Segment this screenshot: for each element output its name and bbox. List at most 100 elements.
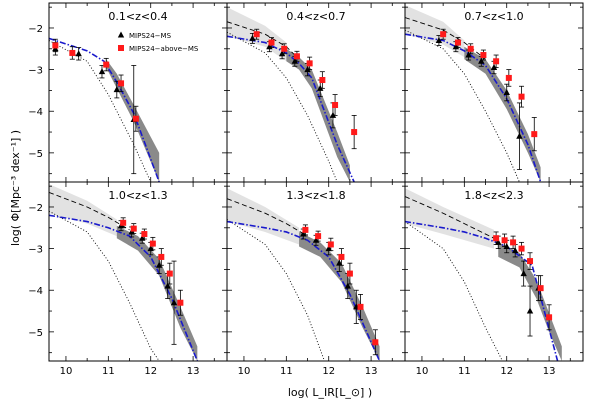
x-tick-label: 12 (322, 366, 335, 377)
x-tick-label: 13 (365, 366, 378, 377)
y-tick-label: −3 (28, 245, 43, 256)
ms-point (249, 34, 256, 41)
above-ms-point (357, 303, 364, 310)
above-ms-point (132, 115, 139, 122)
y-axis-title: log( Φ[Mpc⁻³ dex⁻¹] ) (9, 130, 22, 246)
ms-point (520, 270, 527, 277)
panel-5: 10 11 12 13 1.3<z<1.8 (226, 181, 406, 377)
total-fit-line (227, 35, 355, 182)
legend-above-ms-label: MIPS24−above−MS (129, 45, 199, 53)
above-ms-point (302, 226, 309, 233)
plot-area (49, 184, 199, 361)
ms-point (490, 64, 498, 71)
above-ms-point (158, 253, 165, 260)
above-ms-point (372, 339, 379, 346)
above-ms-point (327, 241, 334, 248)
above-ms-point (510, 239, 517, 246)
confidence-band-light (49, 184, 117, 237)
ms-point (155, 261, 163, 268)
above-ms-point (531, 131, 538, 138)
x-tick-label: 11 (280, 366, 293, 377)
dotted-fit-line (227, 31, 338, 182)
above-ms-point (69, 49, 76, 56)
ms-point (503, 89, 510, 95)
x-tick-label: 12 (500, 366, 513, 377)
x-tick-label: 11 (102, 366, 115, 377)
plot-area (227, 188, 381, 361)
confidence-band-dark (299, 231, 380, 361)
panel-6: 10 11 12 13 1.8<z<2.3 (404, 181, 584, 377)
ms-point (465, 51, 472, 58)
above-ms-point (505, 74, 512, 81)
legend: MIPS24−MS MIPS24−above−MS (117, 31, 199, 53)
ms-point (75, 50, 82, 57)
panel-3: 0.7<z<1.0 (404, 2, 584, 183)
dotted-fit-line (405, 29, 520, 182)
above-ms-point (501, 237, 508, 244)
above-ms-point (518, 93, 525, 100)
above-ms-point (141, 231, 148, 238)
legend-above-ms-marker (118, 45, 124, 51)
x-tick-label: 11 (458, 366, 471, 377)
ms-point (435, 36, 443, 43)
dashed-fit-line (405, 196, 495, 239)
above-ms-point (319, 77, 326, 84)
ms-point (98, 68, 106, 75)
above-ms-point (306, 60, 313, 67)
above-ms-point (351, 129, 358, 136)
above-ms-point (52, 42, 59, 49)
plot-area (49, 37, 160, 182)
legend-ms-marker (117, 31, 125, 38)
ms-point (317, 84, 324, 91)
ms-point (170, 299, 178, 306)
above-ms-point (518, 245, 525, 252)
dashed-fit-line (227, 21, 300, 60)
x-tick-label: 13 (543, 366, 556, 377)
x-tick-label: 10 (416, 366, 429, 377)
ms-point (511, 247, 519, 254)
panel-frame (48, 2, 228, 183)
x-tick-label: 10 (60, 366, 73, 377)
confidence-band-dark (286, 48, 350, 182)
above-ms-point (293, 53, 300, 60)
dashed-fit-line (405, 17, 486, 60)
above-ms-point (281, 45, 288, 52)
panel-title: 0.7<z<1.0 (464, 10, 523, 23)
ms-point (113, 86, 121, 93)
ms-point (503, 243, 510, 250)
panel-1: −2 −3 −4 −5 0.1<z<0.4 MIPS24−MS MIPS24−above−M… (28, 2, 228, 183)
above-ms-point (118, 80, 125, 87)
total-fit-line (405, 220, 559, 361)
total-fit-line (49, 37, 160, 182)
y-tick-label: −2 (28, 203, 43, 214)
ms-point (344, 282, 351, 289)
ms-point (526, 307, 534, 314)
ms-point (278, 50, 286, 57)
y-tick-label: −2 (28, 24, 43, 35)
above-ms-point (527, 258, 534, 265)
above-ms-point (467, 45, 474, 52)
above-ms-point (268, 39, 275, 46)
ms-point (304, 66, 311, 73)
y-tick-label: −5 (28, 328, 43, 339)
above-ms-point (338, 253, 345, 260)
panel-title: 1.8<z<2.3 (464, 189, 523, 202)
panel-title: 1.3<z<1.8 (286, 189, 345, 202)
x-tick-label: 10 (238, 366, 251, 377)
above-ms-point (130, 225, 137, 232)
total-fit-line (405, 33, 542, 182)
plot-area (405, 188, 562, 361)
above-ms-point (120, 219, 127, 226)
total-fit-line (227, 220, 381, 361)
dotted-fit-line (227, 219, 325, 361)
x-tick-label: 12 (144, 366, 157, 377)
plot-area (405, 5, 542, 182)
y-tick-label: −3 (28, 66, 43, 77)
ms-point (325, 245, 332, 252)
above-ms-point (493, 58, 500, 65)
x-tick-label: 13 (187, 366, 200, 377)
ms-point (329, 111, 337, 118)
ms-point (516, 132, 523, 139)
x-axis-title: log( L_IR[L_⊙] ) (288, 386, 372, 399)
